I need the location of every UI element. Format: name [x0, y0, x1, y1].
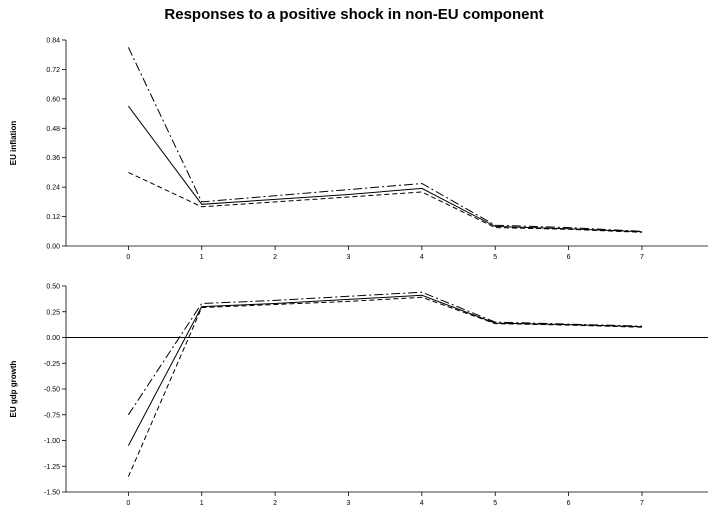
panel-2-y-tick-label: -1.50	[44, 490, 60, 497]
panel-1-x-tick-label: 5	[493, 254, 497, 261]
panel-2-y-axis-title: EU gdp growth	[9, 360, 18, 417]
panel-1-series-dashdot-line	[127, 47, 643, 232]
chart-title: Responses to a positive shock in non-EU …	[164, 6, 544, 23]
panel-1-y-tick-label: 0.00	[46, 244, 60, 251]
panel-2-x-tick-label: 2	[273, 500, 277, 507]
panel-1-series-solid-line	[127, 105, 643, 233]
panel-2-x-tick-label: 7	[640, 500, 644, 507]
panel-2-series-dashed-line	[127, 296, 643, 477]
panel-2-x-tick-label: 4	[420, 500, 424, 507]
panel-2-y-tick-label: -0.50	[44, 387, 60, 394]
panel-1-y-tick-label: 0.72	[46, 67, 60, 74]
panel-1-y-axis-title: EU inflation	[9, 121, 18, 166]
panel-1-y-tick-label: 0.24	[46, 185, 60, 192]
panel-2-y-tick-label: 0.00	[46, 335, 60, 342]
panel-2-y-tick-label: -1.00	[44, 438, 60, 445]
panel-2-x-tick-label: 0	[126, 500, 130, 507]
panel-1-x-tick-label: 6	[567, 254, 571, 261]
panel-1-x-tick-label: 4	[420, 254, 424, 261]
panel-1-y-tick-label: 0.60	[46, 96, 60, 103]
panel-1-x-tick-label: 0	[126, 254, 130, 261]
panel-1-y-tick-label: 0.36	[46, 155, 60, 162]
panel-1-x-tick-label: 3	[347, 254, 351, 261]
panel-1-series-dashed-line	[128, 171, 643, 233]
panel-2-y-tick-label: 0.50	[46, 284, 60, 291]
panel-1-x-tick-label: 1	[200, 254, 204, 261]
panel-2-y-tick-label: 0.25	[46, 309, 60, 316]
panel-1-y-tick-label: 0.84	[46, 38, 60, 45]
panel-2-x-tick-label: 6	[567, 500, 571, 507]
panel-2-series-solid-line	[127, 294, 643, 446]
panel-2-x-tick-label: 1	[200, 500, 204, 507]
panel-2-y-tick-label: -1.25	[44, 464, 60, 471]
panel-1-x-tick-label: 7	[640, 254, 644, 261]
panel-1-y-tick-label: 0.48	[46, 126, 60, 133]
panel-2-y-tick-label: -0.25	[44, 361, 60, 368]
panel-2-x-tick-label: 3	[347, 500, 351, 507]
panel-2-y-tick-label: -0.75	[44, 412, 60, 419]
panel-2-series-dashdot-line	[127, 291, 643, 416]
panel-1-y-tick-label: 0.12	[46, 214, 60, 221]
panel-2-x-tick-label: 5	[493, 500, 497, 507]
panel-1-x-tick-label: 2	[273, 254, 277, 261]
